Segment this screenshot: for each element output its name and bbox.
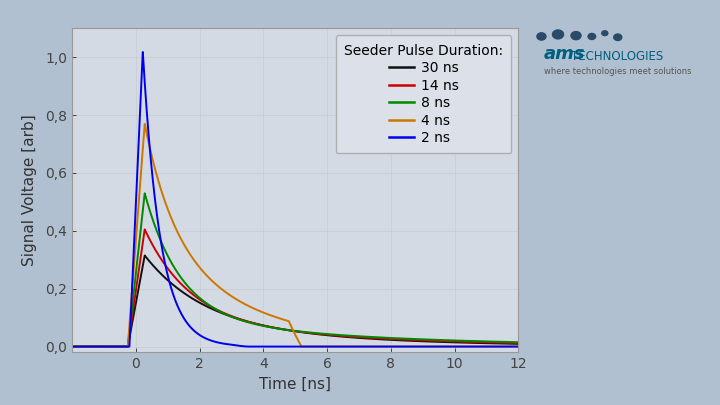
2 ns — [351, 344, 360, 349]
14 ns — [514, 341, 523, 345]
30 ns — [140, 253, 149, 258]
4 ns — [514, 344, 523, 349]
14 ns — [399, 337, 408, 342]
4 ns — [351, 344, 360, 349]
30 ns — [423, 339, 431, 344]
4 ns — [90, 344, 99, 349]
Y-axis label: Signal Voltage [arb]: Signal Voltage [arb] — [22, 115, 37, 266]
14 ns — [68, 344, 76, 349]
Legend: 30 ns, 14 ns, 8 ns, 4 ns, 2 ns: 30 ns, 14 ns, 8 ns, 4 ns, 2 ns — [336, 35, 511, 153]
Line: 30 ns: 30 ns — [72, 256, 518, 347]
2 ns — [423, 344, 431, 349]
4 ns — [68, 344, 76, 349]
2 ns — [68, 344, 76, 349]
14 ns — [351, 335, 360, 339]
2 ns — [514, 344, 523, 349]
Line: 4 ns: 4 ns — [72, 124, 518, 347]
4 ns — [332, 344, 341, 349]
30 ns — [351, 335, 360, 340]
8 ns — [423, 337, 431, 342]
4 ns — [140, 122, 149, 126]
4 ns — [399, 344, 408, 349]
8 ns — [90, 344, 99, 349]
14 ns — [90, 344, 99, 349]
X-axis label: Time [ns]: Time [ns] — [259, 377, 331, 392]
8 ns — [230, 315, 238, 320]
8 ns — [68, 344, 76, 349]
4 ns — [423, 344, 431, 349]
14 ns — [140, 227, 149, 232]
2 ns — [138, 49, 147, 54]
30 ns — [332, 334, 341, 339]
14 ns — [332, 333, 341, 338]
4 ns — [230, 295, 238, 300]
Line: 14 ns: 14 ns — [72, 230, 518, 347]
2 ns — [399, 344, 408, 349]
2 ns — [332, 344, 341, 349]
Text: ams: ams — [544, 45, 585, 63]
8 ns — [399, 336, 408, 341]
Line: 2 ns: 2 ns — [72, 52, 518, 347]
8 ns — [332, 333, 341, 337]
8 ns — [351, 334, 360, 339]
Line: 8 ns: 8 ns — [72, 193, 518, 347]
2 ns — [230, 343, 238, 347]
30 ns — [68, 344, 76, 349]
14 ns — [423, 338, 431, 343]
Text: where technologies meet solutions: where technologies meet solutions — [544, 67, 691, 76]
8 ns — [514, 340, 523, 345]
8 ns — [140, 191, 149, 196]
Text: TECHNOLOGIES: TECHNOLOGIES — [571, 50, 663, 63]
14 ns — [230, 315, 238, 320]
30 ns — [230, 315, 238, 320]
30 ns — [90, 344, 99, 349]
30 ns — [399, 338, 408, 343]
2 ns — [90, 344, 99, 349]
30 ns — [514, 341, 523, 346]
